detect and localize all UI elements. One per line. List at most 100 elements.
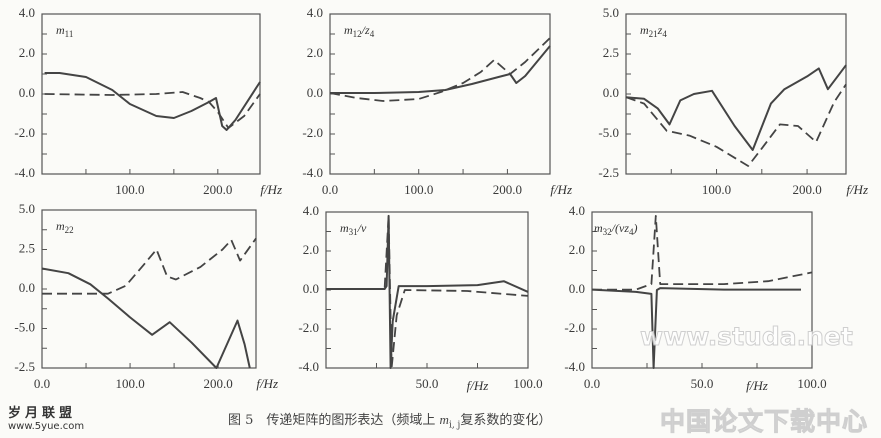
- panel-1: 4.0 2.0 0.0 -2.0 -4.0 100.0 200.0 f/Hz m11: [14, 5, 282, 197]
- series-solid-line: [44, 72, 261, 131]
- y-tick-label: 4.0: [307, 5, 323, 20]
- series-dashed-line: [326, 215, 529, 369]
- caption-prefix: 图 5 传递矩阵的图形表达（频域上: [228, 413, 440, 428]
- plot-frame: [625, 13, 847, 175]
- panel-5: 4.0 2.0 0.0 -2.0 -4.0 50.0 100.0 f/Hz m31/ν: [298, 203, 542, 393]
- site-cn-watermark: 中国论文下载中心: [659, 407, 869, 437]
- y-tick-label: -2.0: [14, 125, 35, 140]
- y-tick-label: -2.0: [298, 320, 319, 335]
- panel-label: m11: [56, 23, 73, 39]
- y-tick-label: 2.0: [307, 45, 323, 60]
- label-text: m: [640, 23, 649, 37]
- x-tick-label: 200.0: [204, 376, 233, 391]
- y-tick-label: 4.0: [569, 203, 585, 218]
- label-text: m: [344, 23, 353, 37]
- series-solid-line: [41, 267, 251, 369]
- label-subscript: 4: [662, 29, 667, 39]
- x-tick-label: 50.0: [691, 376, 714, 391]
- x-axis-label: f/Hz: [746, 378, 768, 393]
- x-tick-label: 100.0: [115, 376, 144, 391]
- caption-suffix: 复系数的变化）: [460, 413, 552, 428]
- label-text: m: [594, 221, 603, 235]
- x-tick-label: 100.0: [513, 376, 542, 391]
- label-text: m: [340, 221, 349, 235]
- panel-6: 4.0 2.0 0.0 -2.0 -4.0 0.0 50.0 100.0 f/Hz m32/(νz…: [564, 203, 826, 393]
- label-subscript: 4: [370, 29, 375, 39]
- x-tick-label: 50.0: [416, 376, 439, 391]
- label-subscript: 11: [65, 29, 74, 39]
- y-tick-label: -4.0: [14, 165, 35, 180]
- x-tick-label: 0.0: [34, 376, 50, 391]
- y-tick-label: 0.0: [603, 85, 619, 100]
- y-tick-label: 2.0: [19, 45, 35, 60]
- y-tick-label: 4.0: [19, 5, 35, 20]
- y-tick-label: 2.5: [19, 241, 35, 256]
- label-subscript: 12: [353, 29, 362, 39]
- y-tick-label: -5.0: [598, 125, 619, 140]
- panel-2: 4.0 2.0 0.0 -2.0 -4.0 0.0 100.0 200.0 f/Hz m12/z4: [302, 5, 572, 197]
- y-tick-label: 0.0: [19, 280, 35, 295]
- x-axis-label: f/Hz: [846, 182, 868, 197]
- label-text: /z: [361, 23, 370, 37]
- y-tick-label: -4.0: [298, 359, 319, 374]
- figure-caption: 图 5 传递矩阵的图形表达（频域上 mi, j复系数的变化）: [228, 409, 551, 431]
- x-tick-label: 0.0: [584, 376, 600, 391]
- caption-sub: i, j: [448, 420, 461, 431]
- x-tick-label: 100.0: [702, 182, 731, 197]
- y-tick-label: 0.0: [303, 281, 319, 296]
- x-tick-label: 200.0: [493, 182, 522, 197]
- label-text: z: [657, 23, 663, 37]
- series-solid-line: [625, 64, 847, 151]
- y-tick-label: 0.0: [19, 85, 35, 100]
- label-text: /(νz: [611, 221, 630, 235]
- logo-line1: 岁月联盟: [8, 406, 77, 421]
- panel-label: m31/ν: [340, 221, 367, 237]
- x-tick-label: 100.0: [115, 182, 144, 197]
- y-tick-label: 2.0: [569, 242, 585, 257]
- x-tick-label: 0.0: [322, 182, 338, 197]
- logo-line2: www.5yue.com: [8, 421, 85, 432]
- panel-3: 5.0 2.5 0.0 -5.0 -2.5 100.0 200.0 f/Hz m21z4: [598, 5, 868, 197]
- series-dashed-line: [329, 37, 551, 102]
- series-solid-line: [330, 45, 551, 94]
- label-text: /ν: [357, 221, 367, 235]
- y-tick-label: 4.0: [303, 203, 319, 218]
- x-tick-label: 200.0: [792, 182, 821, 197]
- series-solid-line: [326, 214, 529, 369]
- label-subscript: 22: [65, 225, 74, 235]
- series-dashed-line: [42, 237, 257, 295]
- label-text: m: [56, 219, 65, 233]
- y-tick-label: 0.0: [569, 281, 585, 296]
- label-subscript: 4: [629, 227, 634, 237]
- panel-label: m22: [56, 219, 74, 235]
- caption-var: m: [439, 412, 449, 427]
- x-axis-label: f/Hz: [550, 182, 572, 197]
- panel-label: m12/z4: [344, 23, 375, 39]
- x-axis-label: f/Hz: [256, 376, 278, 391]
- label-subscript: 32: [603, 227, 612, 237]
- y-tick-label: 5.0: [19, 201, 35, 216]
- y-tick-label: 2.5: [603, 45, 619, 60]
- y-tick-label: -2.5: [598, 165, 619, 180]
- x-axis-label: f/Hz: [260, 182, 282, 197]
- x-axis-label: f/Hz: [467, 378, 489, 393]
- label-subscript: 31: [349, 227, 358, 237]
- y-tick-label: 2.0: [303, 242, 319, 257]
- label-text: m: [56, 23, 65, 37]
- x-tick-label: 100.0: [404, 182, 433, 197]
- panel-4: 5.0 2.5 0.0 -5.0 -2.5 0.0 100.0 200.0 f/Hz m22: [14, 201, 278, 391]
- y-tick-label: 0.0: [307, 85, 323, 100]
- label-subscript: 21: [649, 29, 658, 39]
- y-tick-label: -4.0: [564, 359, 585, 374]
- x-tick-label: 200.0: [203, 182, 232, 197]
- series-solid-line: [591, 287, 801, 369]
- panel-label: m21z4: [640, 23, 667, 39]
- series-dashed-line: [625, 83, 847, 167]
- y-tick-label: -2.0: [564, 320, 585, 335]
- label-text: ): [633, 221, 638, 235]
- y-tick-label: -2.0: [302, 125, 323, 140]
- y-tick-label: -2.5: [14, 359, 35, 374]
- series-dashed-line: [44, 91, 261, 129]
- y-tick-label: -5.0: [14, 320, 35, 335]
